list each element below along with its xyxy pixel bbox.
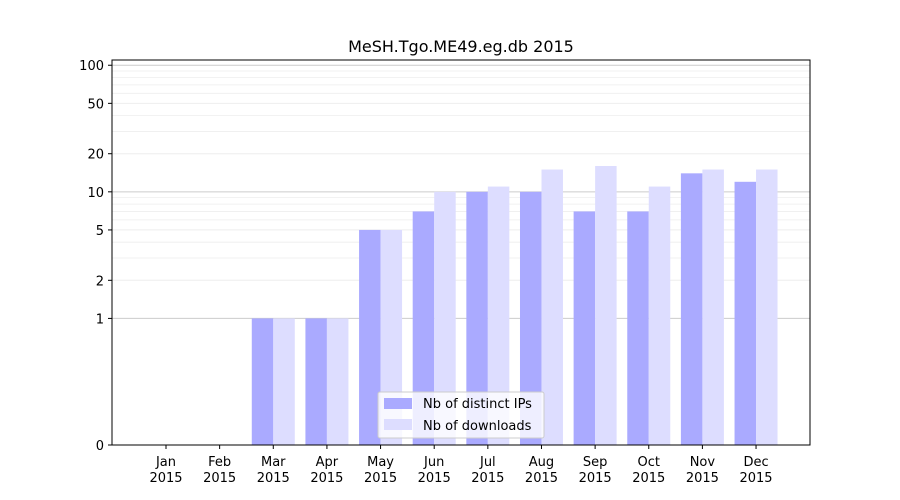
y-axis: 0 1 2 5 10 20 50 100 [79,59,112,454]
x-tick-label-month: Feb [208,455,231,470]
bar-downloads [380,229,403,445]
x-tick-label-month: Jul [479,455,496,470]
x-tick-label-year: 2015 [471,471,504,486]
plot-frame [111,59,811,446]
x-tick-label-month: Sep [583,455,608,470]
x-tick-label-year: 2015 [632,471,665,486]
y-tick-label: 20 [87,148,104,163]
bar-distinct-ips [680,173,703,445]
bar-distinct-ips [412,211,435,445]
x-tick-label-year: 2015 [739,471,772,486]
bar-distinct-ips [251,318,274,445]
y-tick-label: 5 [96,224,104,239]
bars [251,165,778,446]
bar-distinct-ips [519,191,542,445]
y-tick-label: 1 [96,312,104,327]
bar-distinct-ips [734,181,757,445]
x-tick-label-year: 2015 [579,471,612,486]
legend-label-distinct-ips: Nb of distinct IPs [423,397,532,412]
y-tick-label: 100 [79,59,104,74]
bar-distinct-ips [573,211,596,445]
legend: Nb of distinct IPs Nb of downloads [377,391,545,439]
legend-label-downloads: Nb of downloads [423,419,532,434]
y-tick-label: 2 [96,274,104,289]
x-tick-label-year: 2015 [310,471,343,486]
x-tick-label-year: 2015 [418,471,451,486]
x-tick-label-month: Nov [690,455,716,470]
legend-swatch-downloads [384,419,412,430]
x-tick-label-month: Jun [423,455,444,470]
bar-downloads [326,318,349,445]
bar-distinct-ips [627,211,649,445]
bar-distinct-ips [359,229,381,445]
x-tick-label-year: 2015 [364,471,397,486]
bar-downloads [702,169,724,445]
x-tick-label-year: 2015 [149,471,182,486]
chart-title: MeSH.Tgo.ME49.eg.db 2015 [348,37,574,56]
x-tick-label-year: 2015 [203,471,236,486]
y-tick-label: 10 [87,186,104,201]
y-tick-label: 0 [96,439,104,454]
bar-distinct-ips [466,191,488,445]
x-tick-label-year: 2015 [686,471,719,486]
bar-downloads [434,191,456,445]
x-tick-label-month: Dec [743,455,768,470]
bar-downloads [648,186,671,446]
x-tick-label-month: Mar [261,455,286,470]
x-tick-label-month: May [367,455,394,470]
x-axis: Jan2015Feb2015Mar2015Apr2015May2015Jun20… [149,445,773,486]
legend-box [377,391,545,439]
x-tick-label-month: Aug [529,455,554,470]
legend-swatch-distinct-ips [384,398,412,409]
x-tick-label-year: 2015 [525,471,558,486]
bar-downloads [541,169,563,445]
bar-downloads [487,186,510,446]
x-tick-label-month: Jan [155,455,176,470]
x-tick-label-month: Oct [638,455,660,470]
bar-downloads [595,165,617,446]
bar-downloads [756,169,778,445]
y-tick-label: 50 [87,97,104,112]
bar-downloads [273,318,295,445]
x-tick-label-month: Apr [316,455,339,470]
x-tick-label-year: 2015 [257,471,290,486]
bar-distinct-ips [305,318,327,445]
